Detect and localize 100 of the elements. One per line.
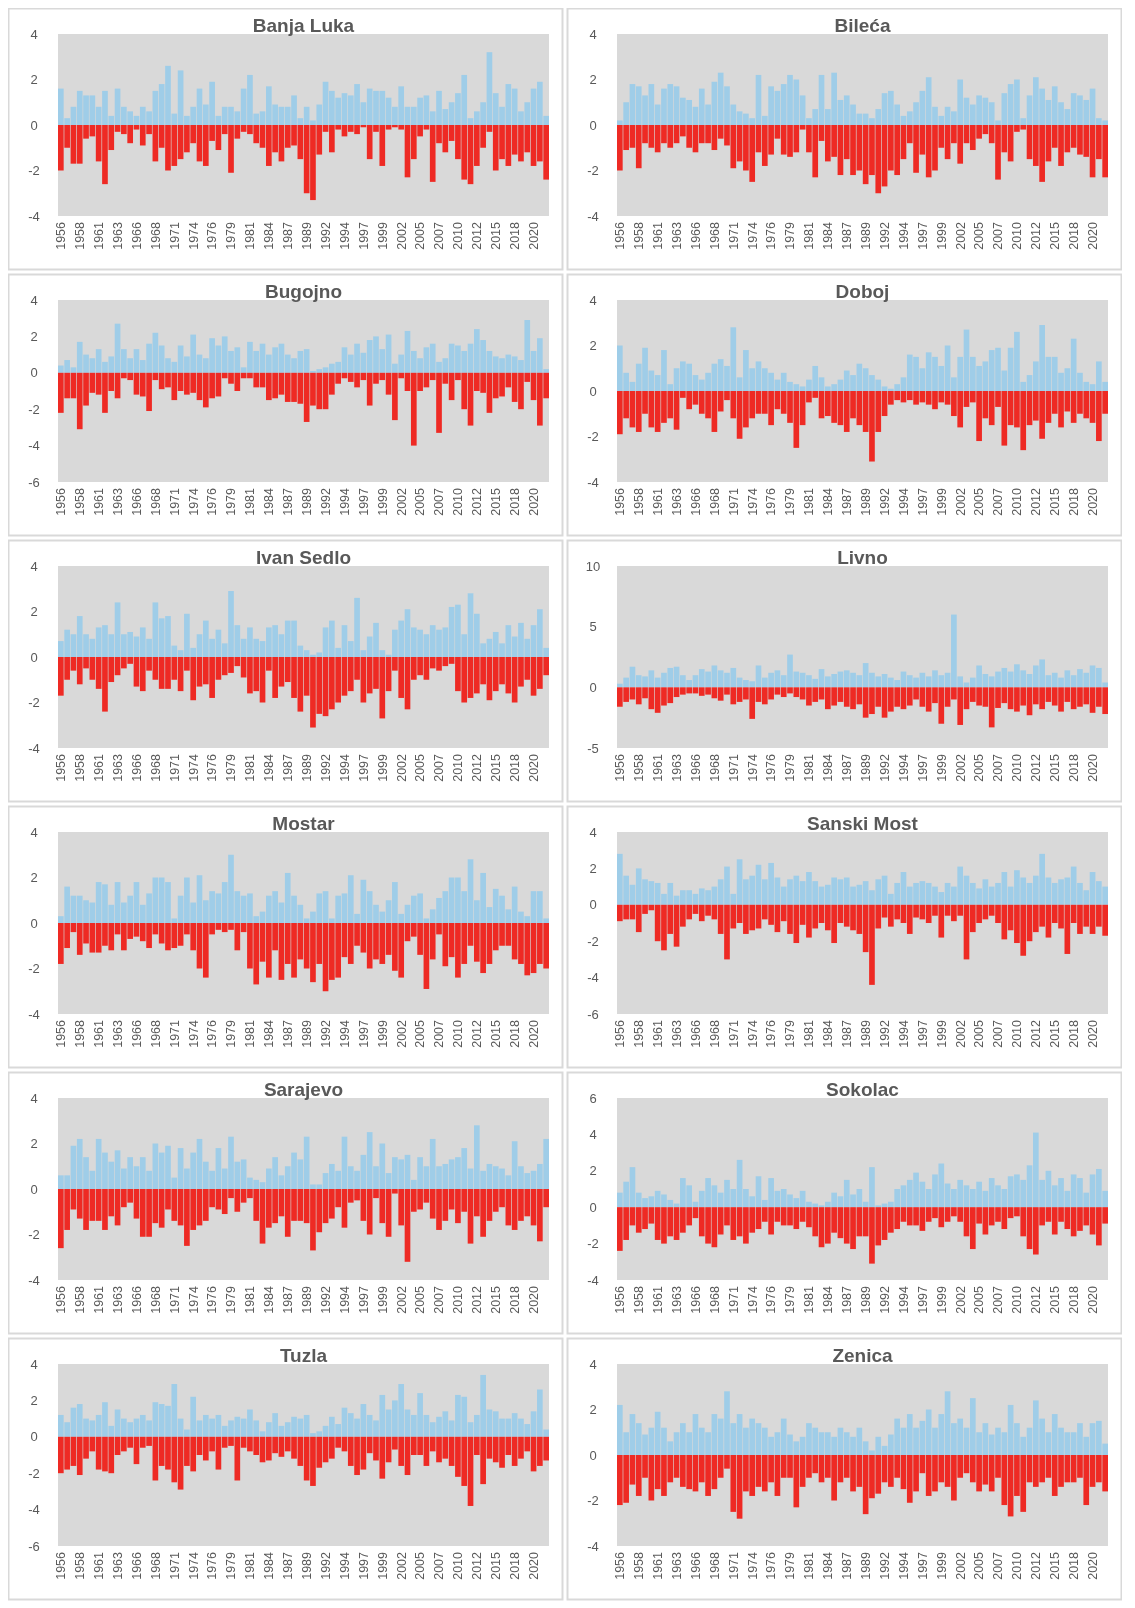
x-tick-label: 1994 [896,221,911,250]
x-tick-label: 2018 [508,1285,523,1314]
x-tick-label: 1984 [262,1551,277,1580]
y-tick-label: 0 [589,383,597,399]
y-tick-label: 10 [585,558,601,574]
x-tick-label: 1966 [129,1551,144,1580]
x-tick-label: 1997 [915,1551,930,1580]
x-tick-label: 1963 [669,221,684,250]
chart-title: Banja Luka [252,15,355,36]
x-tick-label: 1974 [186,221,201,250]
y-tick-label: -2 [587,163,599,179]
x-tick-label: 1994 [337,487,352,516]
chart-title: Mostar [272,813,336,834]
x-tick-label: 1999 [934,221,949,250]
x-tick-label: 1979 [783,1285,798,1314]
y-tick-label: 4 [30,1356,38,1372]
x-tick-label: 1989 [859,1285,874,1314]
x-tick-label: 1994 [337,1019,352,1048]
x-tick-label: 2005 [413,487,428,516]
x-tick-label: 2005 [413,1019,428,1048]
x-tick-label: 1966 [688,1551,703,1580]
chart-title: Ivan Sedlo [255,547,352,568]
x-tick-label: 2010 [1010,1019,1025,1048]
x-tick-label: 1961 [92,1285,107,1314]
x-tick-label: 1974 [745,1551,760,1580]
x-tick-label: 1974 [186,1551,201,1580]
y-tick-label: 5 [589,619,597,635]
x-tick-label: 2018 [508,753,523,782]
x-tick-label: 1992 [877,1019,892,1048]
x-tick-label: 2012 [470,487,485,516]
x-tick-label: 1987 [840,753,855,782]
x-tick-label: 2010 [1010,1551,1025,1580]
y-tick-label: -2 [587,933,599,949]
x-tick-label: 2012 [470,753,485,782]
y-tick-label: 0 [589,1199,597,1215]
x-tick-label: 2010 [451,487,466,516]
x-tick-label: 2018 [508,1551,523,1580]
x-tick-label: 1966 [129,487,144,516]
x-tick-label: 1992 [877,753,892,782]
x-tick-label: 1958 [632,1019,647,1048]
y-tick-label: -2 [28,401,40,417]
y-tick-label: 2 [589,338,597,354]
x-tick-label: 1979 [783,1019,798,1048]
x-tick-label: 2015 [489,1019,504,1048]
x-tick-label: 2005 [413,1285,428,1314]
x-tick-label: 1989 [300,1285,315,1314]
x-tick-label: 1994 [896,1551,911,1580]
x-tick-label: 1994 [896,753,911,782]
x-tick-label: 2007 [432,1285,447,1314]
x-tick-label: 1984 [821,221,836,250]
x-tick-label: 1976 [205,753,220,782]
x-tick-label: 1981 [802,1551,817,1580]
x-tick-label: 1958 [632,1551,647,1580]
x-tick-label: 1963 [110,487,125,516]
x-tick-label: 2007 [432,753,447,782]
x-tick-label: 2012 [1029,1019,1044,1048]
x-tick-label: 2007 [432,221,447,250]
x-tick-label: 1981 [802,1019,817,1048]
x-tick-label: 1987 [281,1551,296,1580]
x-tick-label: 1956 [54,753,69,782]
x-tick-label: 1979 [224,1019,239,1048]
x-tick-label: 2002 [953,1285,968,1314]
y-tick-label: 4 [589,292,597,308]
x-tick-label: 1989 [300,753,315,782]
x-tick-label: 1963 [110,753,125,782]
x-tick-label: 1989 [300,221,315,250]
x-tick-label: 1961 [651,487,666,516]
y-tick-label: -6 [28,1538,40,1554]
x-tick-label: 1981 [243,221,258,250]
x-tick-label: 1979 [783,753,798,782]
y-tick-label: 4 [30,26,38,42]
x-tick-label: 2005 [972,1285,987,1314]
x-tick-label: 1997 [915,487,930,516]
x-tick-label: 1961 [92,1551,107,1580]
y-tick-label: 0 [30,365,38,381]
x-tick-label: 1974 [186,753,201,782]
y-tick-label: 4 [30,558,38,574]
x-tick-label: 1981 [243,753,258,782]
x-tick-label: 2018 [1067,487,1082,516]
x-tick-label: 1958 [73,487,88,516]
x-tick-label: 1989 [859,753,874,782]
x-tick-label: 2012 [470,1551,485,1580]
x-tick-label: 1987 [840,1019,855,1048]
x-tick-label: 2005 [972,1019,987,1048]
x-tick-label: 1997 [356,753,371,782]
x-tick-label: 2020 [1085,221,1100,250]
x-tick-label: 1981 [243,1019,258,1048]
x-tick-label: 2005 [413,1551,428,1580]
x-tick-label: 1974 [186,1285,201,1314]
x-tick-label: 2002 [394,1285,409,1314]
y-tick-label: 0 [589,679,597,695]
y-tick-label: -4 [28,1006,40,1022]
y-tick-label: 4 [30,1090,38,1106]
x-tick-label: 1979 [224,753,239,782]
x-tick-label: 2002 [953,221,968,250]
x-tick-label: 2007 [991,1019,1006,1048]
x-tick-label: 2007 [991,753,1006,782]
x-tick-label: 2012 [1029,221,1044,250]
x-tick-label: 1984 [821,753,836,782]
x-tick-label: 2010 [451,1285,466,1314]
